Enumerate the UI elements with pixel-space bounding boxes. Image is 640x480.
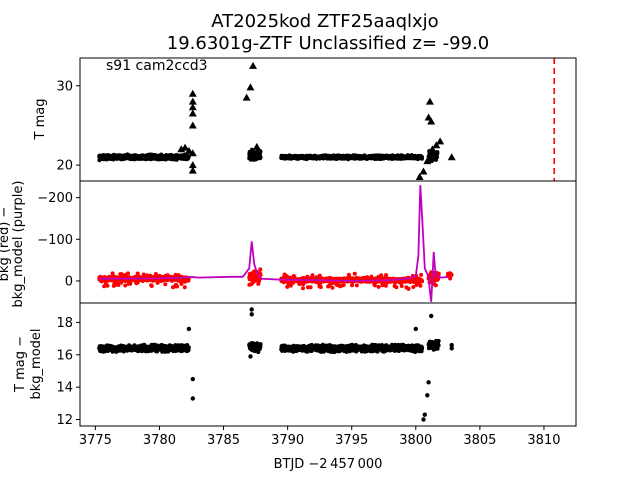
top-data-point [435,150,440,155]
bkg-data-point [301,286,305,291]
upper-limit-triangle [188,103,197,111]
upper-limit-triangle [427,117,436,125]
middle-y-ticks: 0 −100 −200 [37,191,80,289]
y-tick-label: 30 [56,79,73,94]
upper-limit-triangle [242,93,251,101]
bkg-data-point [418,283,423,288]
bkg-data-point [258,267,263,272]
upper-limit-triangle [188,166,197,174]
upper-limit-triangle [188,89,197,97]
upper-limit-triangle [188,149,197,157]
bkg-data-point [372,283,377,288]
upper-limit-triangle [184,146,193,154]
top-data-point [258,155,263,160]
bkg-data-point [318,285,323,289]
upper-limit-triangle [252,142,261,150]
bkg-data-point [116,283,121,287]
chart-title-line1: AT2025kod ZTF25aaqlxjo [211,11,438,32]
top-panel-frame [79,57,577,182]
upper-limit-triangle [181,143,190,151]
bkg-data-point [123,283,128,288]
bkg-data-point [383,283,388,288]
bkg-data-point [394,285,399,290]
upper-limit-triangle [447,153,456,161]
middle-panel: 0 −100 −200 bkg (red) − bkg_model (purple) [0,180,577,308]
top-panel-marks [97,58,556,181]
top-y-label: T mag [33,99,48,141]
bkg-data-point [126,271,130,276]
middle-y-label-line1: bkg (red) − [0,207,12,282]
bkg-data-point [105,283,110,288]
bkg-data-point [419,272,424,277]
bkg-data-point [354,283,359,288]
bkg-data-point [288,283,293,288]
bkg-data-point [384,273,388,278]
upper-limit-triangle [188,121,197,129]
bottom-panel-marks [97,307,454,422]
upper-limit-triangle [188,97,197,105]
bkg-data-point [436,271,441,276]
chart-title-line2: 19.6301g-ZTF Unclassified z= -99.0 [167,33,489,54]
upper-limit-triangle [249,151,258,159]
bkg-data-point [330,285,335,290]
bottom-data-point [258,342,263,347]
bkg-model-line [99,185,450,302]
bkg-data-point [399,284,404,288]
y-tick-label: −100 [37,233,73,248]
bkg-data-point [350,283,354,288]
bkg-data-point [284,274,289,279]
bkg-data-point [420,279,425,284]
bkg-data-point [433,283,438,288]
bkg-data-point [341,283,346,287]
upper-limit-triangle [432,141,441,149]
top-data-point [435,155,439,160]
y-tick-label: 20 [56,159,73,174]
upper-limit-triangle [428,145,437,153]
top-data-point [258,149,263,154]
upper-limit-triangle [419,167,428,175]
upper-limit-triangle [188,109,197,117]
y-tick-label: 0 [65,274,73,289]
middle-panel-marks [97,185,454,302]
bkg-data-point [352,271,357,276]
bottom-data-point [258,345,263,350]
bkg-data-point [317,273,322,278]
top-data-point [420,155,425,160]
upper-limit-triangle [436,137,445,145]
bkg-data-point [135,271,140,276]
bkg-data-point [308,285,313,290]
bkg-data-point [163,282,168,287]
bkg-data-point [379,273,384,278]
upper-limit-triangle [188,161,197,169]
bkg-data-point [153,272,158,276]
middle-y-label-line2: bkg_model (purple) [11,181,26,308]
bkg-data-point [102,284,107,289]
upper-limit-triangle [249,61,258,69]
sector-label: s91 cam2ccd3 [106,58,208,74]
bkg-data-point [411,285,416,289]
y-tick-label: −200 [37,191,73,206]
bkg-data-point [179,281,184,286]
upper-limit-triangle [423,157,432,165]
bkg-data-point [310,273,315,278]
bkg-data-point [182,285,187,290]
upper-limit-triangle [415,173,424,181]
upper-limit-triangle [425,97,434,105]
bkg-data-point [406,286,411,291]
bkg-data-point [149,284,154,288]
bkg-data-point [175,284,180,289]
upper-limit-triangle [246,83,255,91]
bottom-data-point [186,345,191,350]
bkg-data-point [449,272,454,277]
bkg-data-point [376,284,381,289]
